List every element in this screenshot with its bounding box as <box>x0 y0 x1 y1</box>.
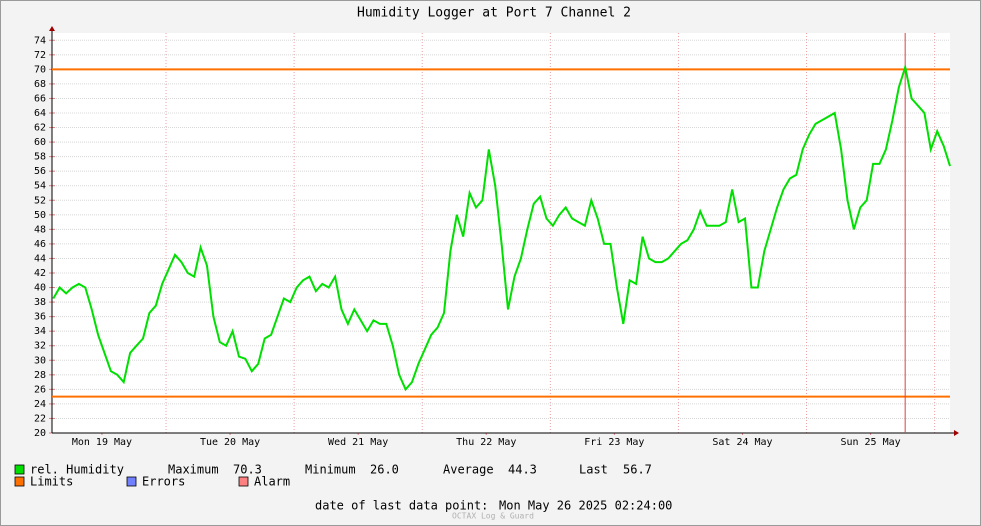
chart-title: Humidity Logger at Port 7 Channel 2 <box>357 6 631 21</box>
y-tick-label: 46 <box>34 239 46 250</box>
x-tick-label: Sat 24 May <box>712 437 772 448</box>
y-tick-label: 58 <box>34 152 46 163</box>
stat-label: Minimum <box>305 463 356 477</box>
footer-date: Mon May 26 2025 02:24:00 <box>499 499 672 513</box>
x-tick-label: Sun 25 May <box>840 437 900 448</box>
y-tick-label: 62 <box>34 123 46 134</box>
stat-label: Last <box>579 463 608 477</box>
legend-swatch <box>126 476 137 487</box>
y-tick-label: 36 <box>34 312 46 323</box>
legend-swatch <box>14 476 25 487</box>
legend-label: rel. Humidity <box>30 463 124 477</box>
y-tick-label: 22 <box>34 413 46 424</box>
x-axis-arrow <box>954 430 959 436</box>
y-tick-label: 66 <box>34 93 46 104</box>
y-tick-label: 26 <box>34 384 46 395</box>
stat-label: Average <box>443 463 494 477</box>
y-tick-label: 38 <box>34 297 46 308</box>
x-tick-label: Wed 21 May <box>328 437 388 448</box>
legend-label: Alarm <box>254 475 290 489</box>
stat-value: 44.3 <box>508 463 537 477</box>
y-tick-label: 72 <box>34 50 46 61</box>
y-tick-label: 74 <box>34 35 46 46</box>
y-tick-label: 48 <box>34 224 46 235</box>
x-tick-label: Fri 23 May <box>584 437 644 448</box>
footer-label: date of last data point: <box>315 499 488 513</box>
y-tick-label: 34 <box>34 326 46 337</box>
y-tick-label: 60 <box>34 137 46 148</box>
x-tick-label: Mon 19 May <box>72 437 132 448</box>
y-tick-label: 70 <box>34 64 46 75</box>
legend-swatch <box>14 464 25 475</box>
data-line <box>52 63 951 392</box>
legend-label: Limits <box>30 475 73 489</box>
stat-value: 56.7 <box>623 463 652 477</box>
y-tick-label: 56 <box>34 166 46 177</box>
stat-value: 26.0 <box>370 463 399 477</box>
legend-label: Errors <box>142 475 185 489</box>
y-tick-label: 20 <box>34 428 46 439</box>
y-tick-label: 40 <box>34 283 46 294</box>
x-tick-label: Tue 20 May <box>200 437 260 448</box>
y-tick-label: 64 <box>34 108 46 119</box>
y-tick-label: 68 <box>34 79 46 90</box>
y-tick-label: 42 <box>34 268 46 279</box>
y-axis-arrow <box>49 26 55 31</box>
y-tick-label: 30 <box>34 355 46 366</box>
x-tick-label: Thu 22 May <box>456 437 516 448</box>
stat-label: Maximum <box>168 463 219 477</box>
y-tick-label: 54 <box>34 181 46 192</box>
stat-value: 70.3 <box>233 463 262 477</box>
y-tick-label: 50 <box>34 210 46 221</box>
y-tick-label: 52 <box>34 195 46 206</box>
y-tick-label: 28 <box>34 370 46 381</box>
y-tick-label: 44 <box>34 253 46 264</box>
y-tick-label: 32 <box>34 341 46 352</box>
legend-swatch <box>238 476 249 487</box>
y-tick-label: 24 <box>34 399 46 410</box>
watermark: OCTAX Log & Guard <box>452 512 534 521</box>
